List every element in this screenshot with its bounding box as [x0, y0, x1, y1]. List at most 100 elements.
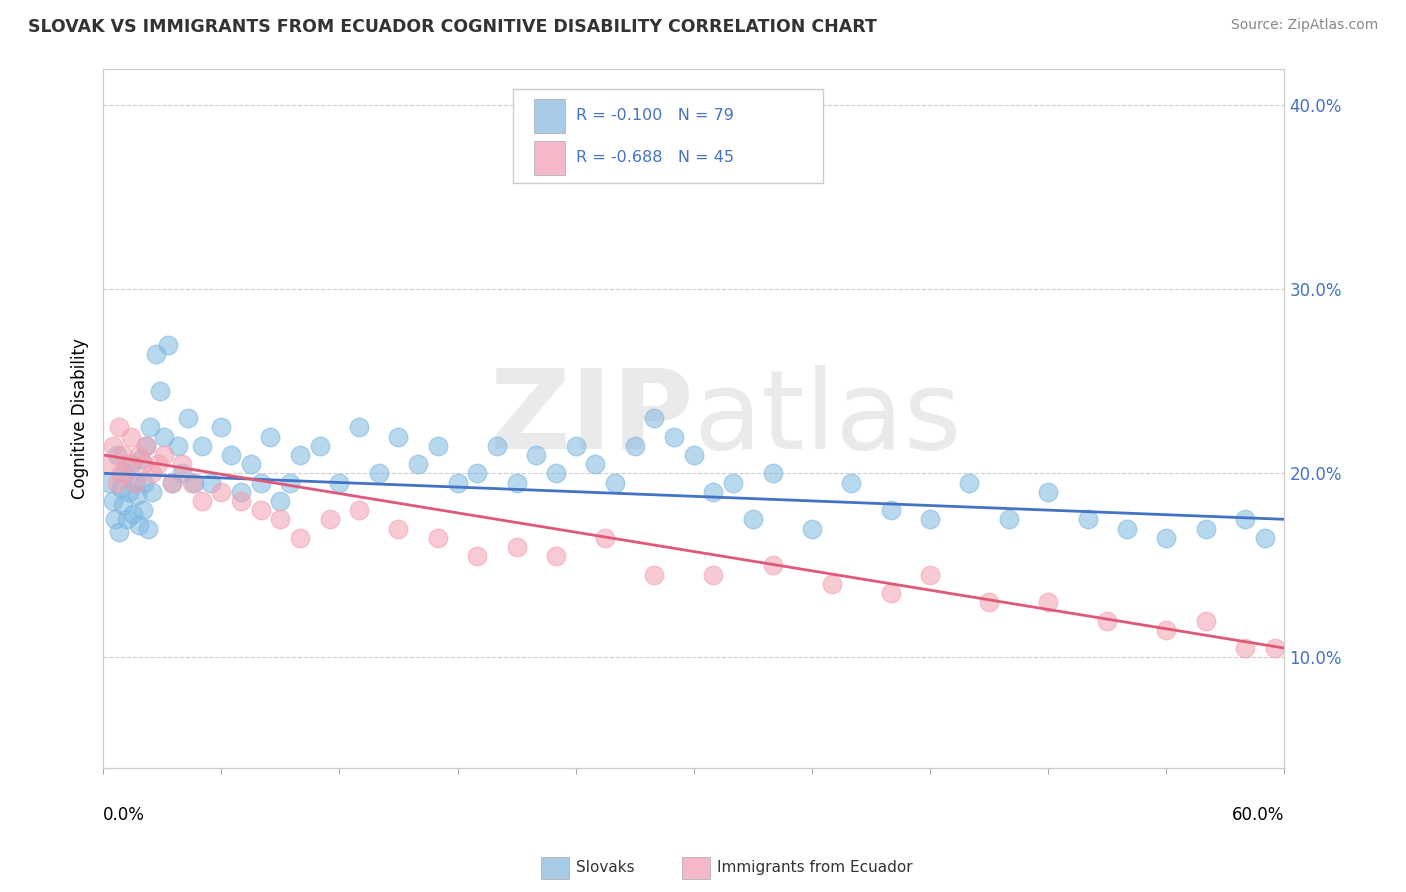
Point: [564, 439, 586, 453]
Point: [721, 475, 744, 490]
Point: [761, 558, 783, 573]
Text: atlas: atlas: [693, 365, 962, 472]
Point: [111, 448, 134, 462]
Point: [741, 512, 763, 526]
Point: [643, 411, 665, 425]
Point: [138, 521, 160, 535]
Point: [177, 411, 200, 425]
Text: 60.0%: 60.0%: [1232, 806, 1285, 824]
Point: [131, 457, 153, 471]
Point: [108, 525, 131, 540]
Point: [131, 503, 153, 517]
Point: [135, 439, 157, 453]
Point: [1036, 595, 1059, 609]
Point: [135, 439, 157, 453]
Point: [1254, 531, 1277, 545]
Point: [879, 586, 901, 600]
Point: [643, 567, 665, 582]
Point: [139, 420, 162, 434]
Text: SLOVAK VS IMMIGRANTS FROM ECUADOR COGNITIVE DISABILITY CORRELATION CHART: SLOVAK VS IMMIGRANTS FROM ECUADOR COGNIT…: [28, 18, 877, 36]
Point: [1077, 512, 1099, 526]
Point: [190, 494, 212, 508]
Point: [157, 337, 180, 351]
Point: [170, 467, 193, 481]
Point: [128, 517, 150, 532]
Point: [124, 475, 146, 490]
Point: [129, 451, 152, 466]
Text: 0.0%: 0.0%: [103, 806, 145, 824]
Point: [544, 549, 567, 563]
Point: [524, 448, 547, 462]
Point: [125, 488, 148, 502]
Point: [239, 457, 262, 471]
Point: [120, 457, 142, 471]
Point: [278, 475, 301, 490]
Point: [702, 567, 724, 582]
Point: [190, 439, 212, 453]
Point: [465, 467, 488, 481]
Point: [115, 457, 138, 471]
Point: [153, 448, 176, 462]
Point: [167, 439, 190, 453]
Point: [105, 448, 128, 462]
Point: [347, 503, 370, 517]
Point: [114, 467, 136, 481]
Point: [259, 429, 281, 443]
Point: [1195, 614, 1218, 628]
Point: [367, 467, 389, 481]
Point: [229, 494, 252, 508]
Point: [200, 475, 222, 490]
Point: [288, 448, 311, 462]
Point: [183, 475, 205, 490]
Point: [153, 429, 176, 443]
Point: [160, 475, 183, 490]
Point: [121, 507, 143, 521]
Point: [977, 595, 1000, 609]
Text: R = -0.100   N = 79: R = -0.100 N = 79: [576, 109, 734, 123]
Point: [1156, 531, 1178, 545]
Point: [288, 531, 311, 545]
Point: [426, 531, 449, 545]
Point: [98, 475, 121, 490]
Point: [879, 503, 901, 517]
Point: [149, 384, 172, 398]
Point: [170, 457, 193, 471]
Point: [702, 484, 724, 499]
Point: [505, 475, 527, 490]
Point: [308, 439, 330, 453]
Point: [761, 467, 783, 481]
Point: [180, 475, 202, 490]
Point: [249, 503, 271, 517]
Point: [505, 540, 527, 554]
Text: ZIP: ZIP: [491, 365, 693, 472]
Point: [800, 521, 823, 535]
Point: [229, 484, 252, 499]
Point: [485, 439, 508, 453]
Point: [108, 420, 131, 434]
Point: [101, 494, 124, 508]
Point: [918, 512, 941, 526]
Text: Source: ZipAtlas.com: Source: ZipAtlas.com: [1230, 18, 1378, 32]
Point: [426, 439, 449, 453]
Text: Immigrants from Ecuador: Immigrants from Ecuador: [717, 861, 912, 875]
Point: [446, 475, 468, 490]
Point: [1234, 641, 1257, 656]
Point: [1234, 512, 1257, 526]
Point: [957, 475, 980, 490]
Point: [387, 429, 409, 443]
Point: [101, 439, 124, 453]
Point: [682, 448, 704, 462]
Point: [148, 457, 170, 471]
Point: [465, 549, 488, 563]
Point: [593, 531, 616, 545]
Point: [118, 484, 141, 499]
Point: [209, 420, 232, 434]
Point: [1116, 521, 1139, 535]
Point: [662, 429, 685, 443]
Point: [318, 512, 340, 526]
Point: [544, 467, 567, 481]
Point: [209, 484, 232, 499]
Point: [160, 475, 183, 490]
Point: [1097, 614, 1119, 628]
Point: [141, 484, 163, 499]
